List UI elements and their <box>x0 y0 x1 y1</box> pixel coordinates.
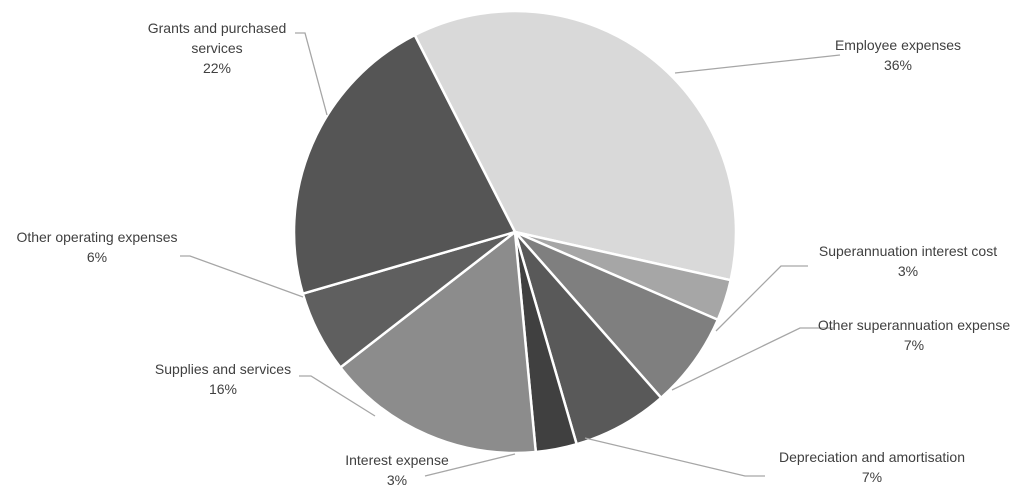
slice-label: Superannuation interest cost 3% <box>819 243 997 279</box>
slice-label: Supplies and services 16% <box>155 361 291 397</box>
slice-label: Interest expense 3% <box>345 452 449 485</box>
leader-line <box>715 265 808 332</box>
slice-label: Employee expenses 36% <box>835 37 961 73</box>
slice-value-label: 6% <box>87 249 107 265</box>
slice-name-label: Superannuation interest cost <box>819 243 997 259</box>
slice-value-label: 22% <box>203 60 231 76</box>
slice-label: Grants and purchased services 22% <box>148 20 287 76</box>
slice-label: Depreciation and amortisation 7% <box>779 449 965 485</box>
slice-name-label: Interest expense <box>345 452 449 468</box>
slice-label: Other superannuation expense 7% <box>818 317 1010 353</box>
slice-value-label: 7% <box>904 337 924 353</box>
leader-line <box>295 32 328 116</box>
slice-value-label: 3% <box>898 263 918 279</box>
slice-name-label: Other operating expenses <box>16 229 177 245</box>
slice-value-label: 16% <box>209 381 237 397</box>
pie-slice <box>339 230 538 455</box>
pie-slices <box>292 9 738 455</box>
slice-name-label: Supplies and services <box>155 361 291 377</box>
pie-slice <box>413 9 738 282</box>
slice-name-label: Employee expenses <box>835 37 961 53</box>
leader-line <box>180 255 304 298</box>
slice-value-label: 3% <box>387 472 407 485</box>
slice-value-label: 36% <box>884 57 912 73</box>
leader-line <box>671 327 834 391</box>
leader-line <box>674 54 841 74</box>
slice-name-label: Other superannuation expense <box>818 317 1010 333</box>
leader-line <box>584 437 765 477</box>
leader-line <box>424 453 516 477</box>
slice-label: Other operating expenses 6% <box>16 229 177 265</box>
slice-name-label: services <box>191 40 242 56</box>
slice-value-label: 7% <box>862 469 882 485</box>
pie-slice <box>292 33 517 295</box>
slice-labels: Employee expenses 36% Superannuation inter… <box>16 20 1010 485</box>
slice-name-label: Grants and purchased <box>148 20 287 36</box>
leader-lines <box>180 32 841 477</box>
slice-name-label: Depreciation and amortisation <box>779 449 965 465</box>
leader-line <box>299 375 376 417</box>
